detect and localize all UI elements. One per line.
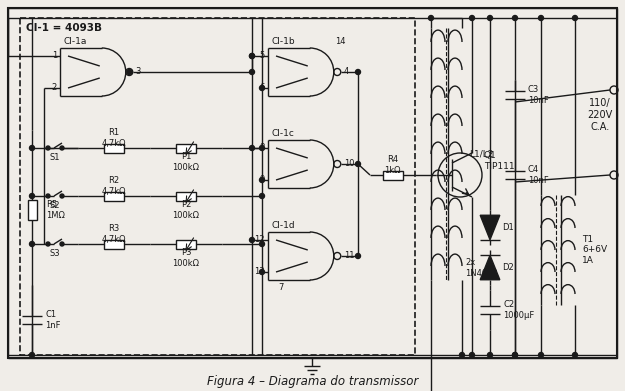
Text: 4: 4 [344, 68, 349, 77]
Circle shape [488, 16, 492, 20]
Text: Figura 4 – Diagrama do transmissor: Figura 4 – Diagrama do transmissor [208, 375, 419, 389]
Text: D1: D1 [502, 223, 514, 232]
Text: CI-1a: CI-1a [64, 38, 88, 47]
Text: CI-1c: CI-1c [272, 129, 295, 138]
Circle shape [249, 237, 254, 242]
Circle shape [259, 145, 264, 151]
Circle shape [249, 54, 254, 59]
Circle shape [429, 16, 434, 20]
Circle shape [60, 146, 64, 150]
Text: P2
100kΩ: P2 100kΩ [173, 200, 199, 220]
Text: 12: 12 [254, 235, 265, 244]
Text: S2: S2 [50, 201, 60, 210]
Text: 110/
220V
C.A.: 110/ 220V C.A. [588, 99, 612, 132]
Text: 11: 11 [344, 251, 354, 260]
Circle shape [259, 178, 264, 183]
Bar [104, 240, 124, 249]
Circle shape [356, 161, 361, 167]
Text: 3: 3 [136, 68, 141, 77]
Text: R1
4,7kΩ: R1 4,7kΩ [102, 128, 126, 148]
Text: 14: 14 [335, 38, 346, 47]
Circle shape [259, 269, 264, 274]
Circle shape [512, 353, 518, 357]
Text: Q1
TIP111: Q1 TIP111 [484, 151, 514, 171]
Polygon shape [480, 255, 500, 280]
Circle shape [356, 70, 361, 75]
Circle shape [29, 194, 34, 199]
Bar [104, 192, 124, 201]
Bar [104, 143, 124, 152]
Circle shape [46, 146, 50, 150]
Text: R3
4,7kΩ: R3 4,7kΩ [102, 224, 126, 244]
Circle shape [29, 353, 34, 357]
Circle shape [539, 353, 544, 357]
Text: D2: D2 [502, 263, 514, 272]
Text: R5
1MΩ: R5 1MΩ [46, 200, 65, 220]
Circle shape [249, 145, 254, 151]
Circle shape [459, 353, 464, 357]
Circle shape [249, 54, 254, 59]
Circle shape [46, 194, 50, 198]
Bar [20, 18, 415, 355]
Circle shape [469, 16, 474, 20]
Text: S1: S1 [50, 152, 60, 161]
Polygon shape [480, 215, 500, 240]
Text: 1: 1 [52, 52, 57, 61]
Text: CI-1b: CI-1b [272, 38, 296, 47]
Text: L1/L2: L1/L2 [469, 149, 493, 158]
Text: 6: 6 [259, 84, 265, 93]
Text: 2x
1N4002: 2x 1N4002 [465, 258, 498, 278]
Circle shape [539, 16, 544, 20]
Text: P3
100kΩ: P3 100kΩ [173, 248, 199, 268]
Circle shape [356, 253, 361, 258]
Circle shape [259, 194, 264, 199]
Text: C2
1000µF: C2 1000µF [503, 300, 534, 320]
Bar [176, 240, 196, 249]
Circle shape [29, 242, 34, 246]
Text: T1
6+6V
1A: T1 6+6V 1A [582, 235, 607, 265]
Circle shape [512, 16, 518, 20]
Circle shape [46, 242, 50, 246]
Circle shape [512, 353, 518, 357]
Text: C3
10nF: C3 10nF [528, 85, 549, 105]
Text: R2
4,7kΩ: R2 4,7kΩ [102, 176, 126, 196]
Circle shape [259, 86, 264, 90]
Text: C1
1nF: C1 1nF [45, 310, 61, 330]
Text: 2: 2 [52, 84, 57, 93]
Text: C4
10nF: C4 10nF [528, 165, 549, 185]
Bar [176, 192, 196, 201]
Text: CI-1d: CI-1d [272, 221, 296, 231]
Bar [28, 200, 36, 220]
Text: CI-1 = 4093B: CI-1 = 4093B [26, 23, 102, 33]
Bar [8, 8, 617, 358]
Text: 8: 8 [259, 143, 265, 152]
Text: 7: 7 [278, 283, 283, 292]
Circle shape [60, 242, 64, 246]
Text: 13: 13 [254, 267, 265, 276]
Bar [176, 143, 196, 152]
Circle shape [572, 353, 578, 357]
Circle shape [249, 70, 254, 75]
Text: 10: 10 [344, 160, 354, 169]
Text: 9: 9 [260, 176, 265, 185]
Circle shape [29, 145, 34, 151]
Circle shape [572, 16, 578, 20]
Bar [382, 170, 402, 179]
Text: S3: S3 [50, 249, 60, 258]
Circle shape [259, 242, 264, 246]
Text: R4
1kΩ: R4 1kΩ [384, 155, 401, 175]
Circle shape [60, 194, 64, 198]
Text: 5: 5 [260, 52, 265, 61]
Text: P1
100kΩ: P1 100kΩ [173, 152, 199, 172]
Circle shape [469, 353, 474, 357]
Circle shape [127, 70, 132, 75]
Circle shape [488, 353, 492, 357]
